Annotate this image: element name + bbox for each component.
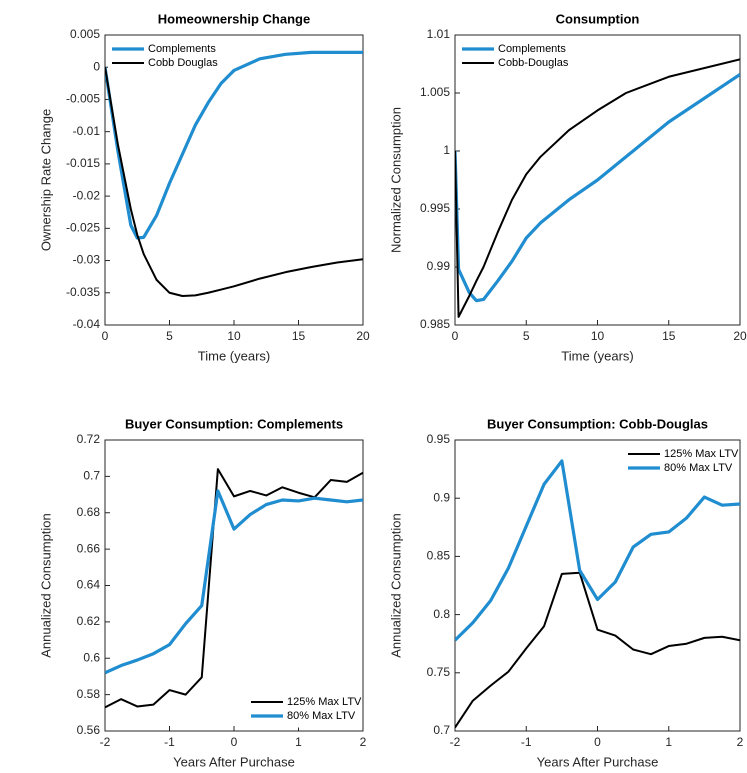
plot-area (105, 468, 363, 709)
x-tick-label: -1 (164, 735, 175, 749)
y-axis-label: Annualized Consumption (38, 513, 53, 658)
y-tick-label: -0.035 (66, 285, 100, 299)
y-tick-label: 0.72 (77, 432, 101, 446)
y-tick-label: 0.9 (433, 490, 450, 504)
y-tick-label: 0.56 (77, 723, 101, 737)
y-axis-label: Normalized Consumption (388, 107, 403, 253)
chart-title: Buyer Consumption: Complements (125, 416, 343, 431)
x-tick-label: -1 (521, 735, 532, 749)
legend: Complements Cobb-Douglas (458, 38, 570, 74)
y-tick-label: 0.005 (70, 27, 100, 41)
x-tick-label: -2 (100, 735, 111, 749)
axes-box (454, 439, 741, 732)
legend-label: 80% Max LTV (287, 710, 356, 722)
x-tick-label: 1 (665, 735, 672, 749)
y-tick-label: 0.75 (427, 665, 451, 679)
x-tick-label: 0 (102, 329, 109, 343)
y-tick-label: 0.58 (77, 687, 101, 701)
x-tick-label: 15 (662, 329, 676, 343)
data-line (455, 58, 740, 318)
y-tick-label: 1 (443, 143, 450, 157)
subplot: 0 5 10 15 20 -0.04 -0.035 -0.03 -0.025 -0.02 -0.01… (38, 11, 370, 363)
y-axis-label: Ownership Rate Change (38, 109, 53, 251)
y-tick-label: 0 (93, 59, 100, 73)
legend-label: Complements (498, 43, 566, 55)
y-tick-label: -0.005 (66, 92, 100, 106)
data-line (105, 50, 363, 240)
y-tick-label: 0.995 (420, 201, 450, 215)
y-tick-label: 1.01 (427, 27, 451, 41)
chart-title: Buyer Consumption: Cobb-Douglas (487, 416, 708, 431)
legend-label: Cobb Douglas (148, 57, 218, 69)
y-tick-label: -0.02 (73, 188, 101, 202)
legend-label: 125% Max LTV (664, 448, 739, 460)
y-tick-label: 0.99 (427, 259, 451, 273)
subplot: -2 -1 0 1 2 0.56 0.58 0.6 0.62 0.64 0.66 0.68 0.7 0.7… (38, 416, 366, 769)
x-tick-label: 1 (295, 735, 302, 749)
legend: 125% Max LTV 80% Max LTV (246, 690, 362, 728)
x-tick-label: 2 (360, 735, 367, 749)
data-line (455, 459, 740, 642)
legend: Complements Cobb Douglas (108, 38, 220, 74)
legend-box (623, 442, 737, 480)
y-tick-label: -0.01 (73, 124, 101, 138)
legend: 125% Max LTV 80% Max LTV (623, 442, 739, 480)
data-line (105, 67, 363, 297)
x-tick-label: 20 (733, 329, 747, 343)
legend-box (246, 690, 360, 728)
x-tick-label: 10 (591, 329, 605, 343)
x-axis-label: Years After Purchase (173, 754, 295, 769)
plot-area (455, 58, 740, 318)
y-tick-label: 0.68 (77, 505, 101, 519)
x-tick-label: 2 (737, 735, 744, 749)
x-tick-label: -2 (450, 735, 461, 749)
x-axis-label: Time (years) (198, 348, 270, 363)
y-tick-label: -0.04 (73, 317, 101, 331)
legend-box (108, 38, 220, 74)
x-tick-label: 0 (231, 735, 238, 749)
y-tick-label: 0.62 (77, 614, 101, 628)
y-tick-label: 0.66 (77, 541, 101, 555)
data-line (105, 489, 363, 675)
x-tick-label: 0 (594, 735, 601, 749)
data-line (455, 571, 740, 729)
y-tick-label: 0.85 (427, 549, 451, 563)
y-tick-label: 0.95 (427, 432, 451, 446)
x-tick-label: 15 (292, 329, 306, 343)
x-axis-label: Time (years) (561, 348, 633, 363)
x-tick-label: 0 (452, 329, 459, 343)
chart-title: Consumption (556, 11, 640, 26)
y-tick-label: -0.03 (73, 253, 101, 267)
x-tick-label: 5 (523, 329, 530, 343)
y-tick-label: 1.005 (420, 85, 450, 99)
y-tick-label: 0.985 (420, 317, 450, 331)
y-tick-label: 0.64 (77, 578, 101, 592)
y-tick-label: 0.7 (83, 469, 100, 483)
chart-title: Homeownership Change (158, 11, 310, 26)
data-line (105, 468, 363, 709)
y-tick-label: -0.015 (66, 156, 100, 170)
subplot: -2 -1 0 1 2 0.7 0.75 0.8 0.85 0.9 0.95 Buyer Consum… (388, 416, 743, 769)
legend-label: Cobb-Douglas (498, 57, 569, 69)
y-tick-label: 0.6 (83, 650, 100, 664)
x-tick-label: 5 (166, 329, 173, 343)
plot-area (455, 459, 740, 729)
legend-label: Complements (148, 43, 216, 55)
legend-label: 125% Max LTV (287, 696, 362, 708)
x-axis-label: Years After Purchase (537, 754, 659, 769)
y-tick-label: 0.8 (433, 607, 450, 621)
y-axis-label: Annualized Consumption (388, 513, 403, 658)
legend-box (458, 38, 570, 74)
legend-label: 80% Max LTV (664, 462, 733, 474)
axes-box (104, 439, 364, 732)
y-tick-label: -0.025 (66, 221, 100, 235)
y-tick-label: 0.7 (433, 723, 450, 737)
subplot: 0 5 10 15 20 0.985 0.99 0.995 1 1.005 1.01 Consumpt… (388, 11, 747, 363)
x-tick-label: 10 (227, 329, 241, 343)
axes-box (104, 34, 364, 326)
x-tick-label: 20 (356, 329, 370, 343)
plot-area (105, 50, 363, 297)
